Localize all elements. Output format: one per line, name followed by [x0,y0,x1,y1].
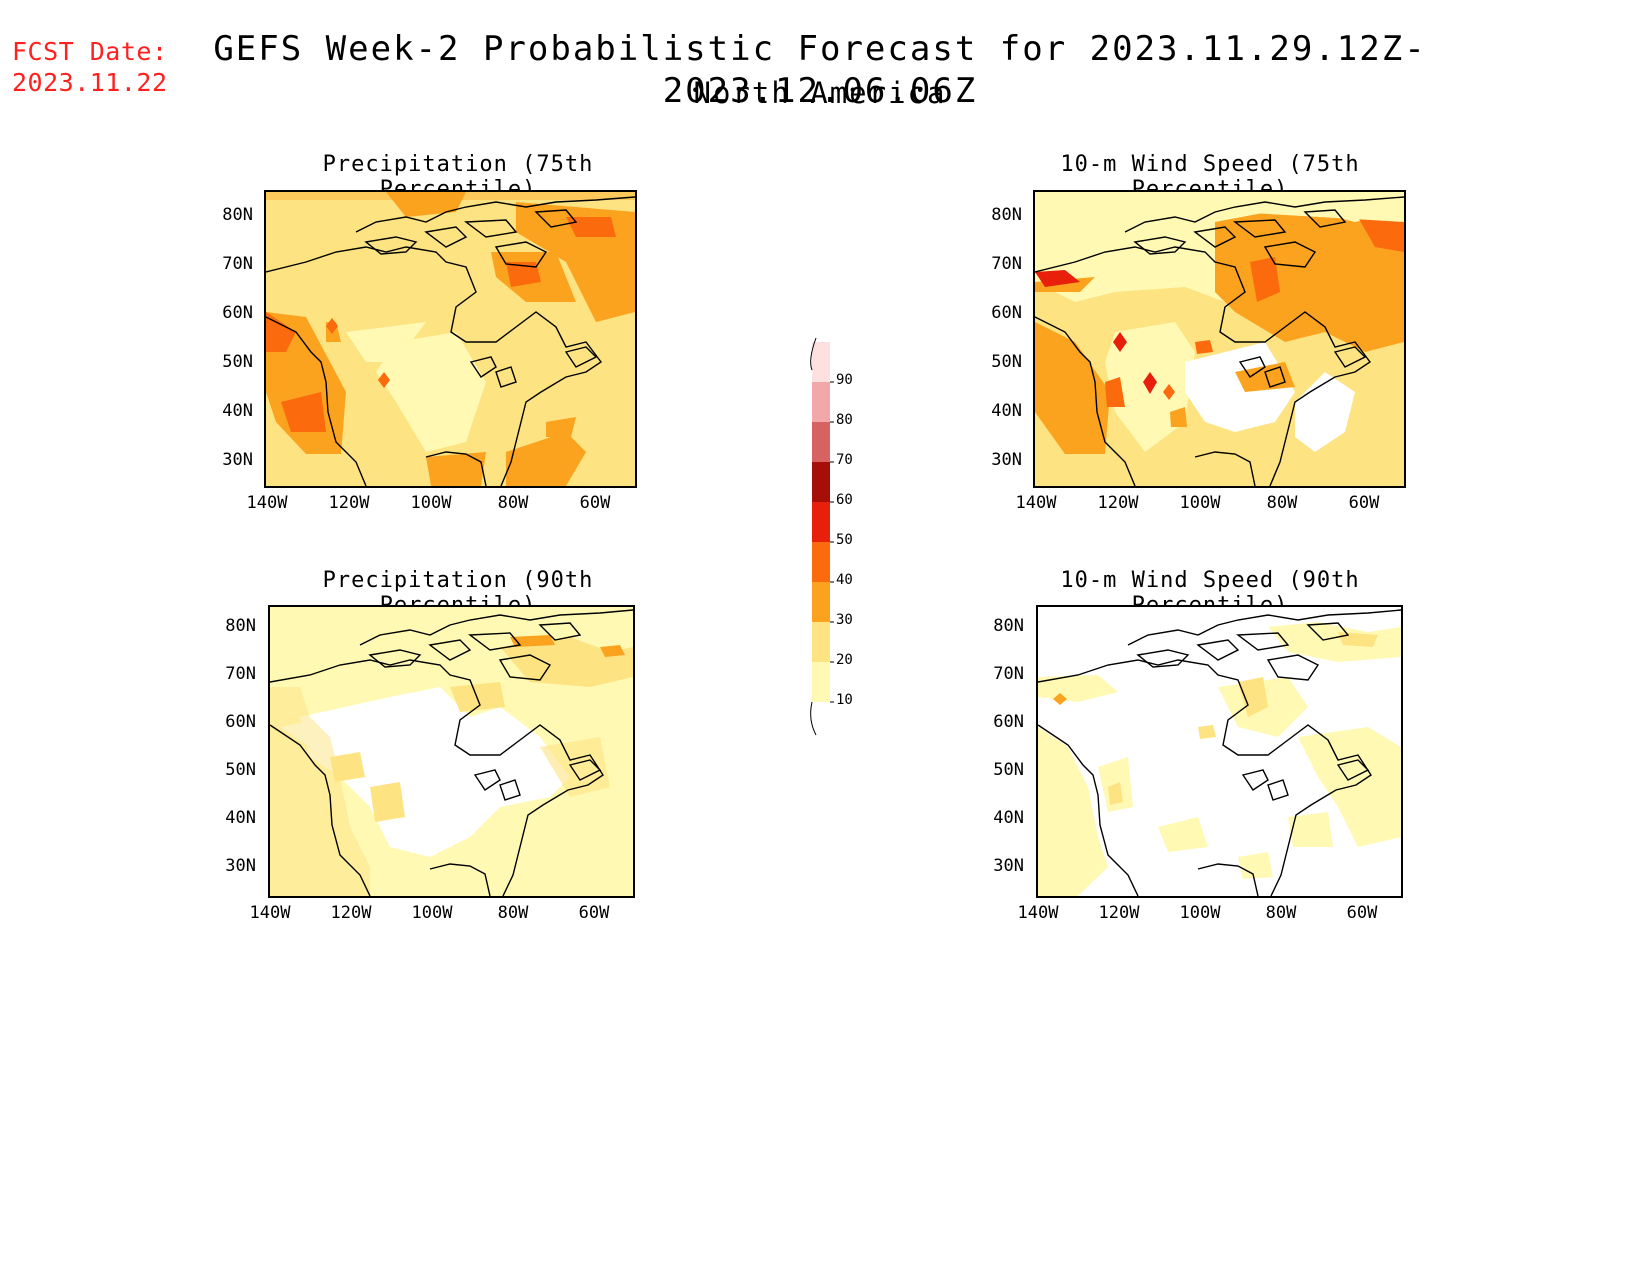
colorbar-swatch [812,582,830,622]
lon-label: 60W [1348,493,1380,513]
colorbar-swatch [812,662,830,702]
lat-label: 30N [222,450,253,470]
lat-label: 30N [991,450,1022,470]
lon-label: 140W [246,493,288,513]
lon-label: 60W [579,493,611,513]
lat-label: 60N [993,712,1024,732]
colorbar-legend: 10 20 30 40 50 60 70 80 90 [800,330,860,740]
map-precip-75 [264,190,637,488]
lon-label: 120W [330,903,372,923]
lat-label: 40N [222,401,253,421]
colorbar-tick-label: 60 [836,492,853,508]
lat-label: 50N [225,760,256,780]
lat-label: 40N [991,401,1022,421]
lat-label: 30N [225,856,256,876]
lon-label: 80W [1266,493,1298,513]
lon-label: 80W [1265,903,1297,923]
lat-label: 70N [225,664,256,684]
colorbar-tick-label: 20 [836,652,853,668]
map-wind-90 [1036,605,1403,898]
colorbar-swatch [812,342,830,382]
colorbar-swatch [812,462,830,502]
forecast-date-block: FCST Date: 2023.11.22 [12,36,168,98]
forecast-date-value: 2023.11.22 [12,68,168,97]
lat-label: 50N [993,760,1024,780]
lat-label: 30N [993,856,1024,876]
lat-label: 80N [222,205,253,225]
colorbar-tick-label: 10 [836,692,853,708]
lon-label: 120W [1098,903,1140,923]
lat-label: 80N [993,616,1024,636]
lon-label: 60W [1346,903,1378,923]
lat-label: 60N [225,712,256,732]
forecast-date-label: FCST Date: [12,37,168,66]
lon-label: 120W [328,493,370,513]
colorbar-tick-label: 40 [836,572,853,588]
lat-label: 70N [991,254,1022,274]
colorbar-tick-label: 90 [836,372,853,388]
lon-label: 100W [1179,903,1221,923]
lat-label: 40N [225,808,256,828]
lat-label: 60N [222,303,253,323]
colorbar-swatch [812,542,830,582]
lon-label: 80W [497,903,529,923]
colorbar-swatch [812,502,830,542]
lat-label: 80N [991,205,1022,225]
lon-label: 80W [497,493,529,513]
lon-label: 100W [411,903,453,923]
map-wind-75 [1033,190,1406,488]
lon-label: 140W [249,903,291,923]
colorbar-swatch [812,622,830,662]
colorbar-tick-label: 30 [836,612,853,628]
lon-label: 140W [1017,903,1059,923]
lat-label: 70N [993,664,1024,684]
page-subtitle: North America [693,76,947,110]
lat-label: 60N [991,303,1022,323]
lon-label: 60W [578,903,610,923]
lon-label: 100W [410,493,452,513]
lat-label: 50N [991,352,1022,372]
colorbar-swatch [812,382,830,422]
colorbar-svg: 10 20 30 40 50 60 70 80 90 [810,337,853,736]
colorbar-tick-label: 70 [836,452,853,468]
lon-label: 100W [1179,493,1221,513]
lon-label: 140W [1015,493,1057,513]
lon-label: 120W [1097,493,1139,513]
lat-label: 80N [225,616,256,636]
colorbar-tick-label: 50 [836,532,853,548]
lat-label: 40N [993,808,1024,828]
colorbar-tick-label: 80 [836,412,853,428]
page-title: GEFS Week-2 Probabilistic Forecast for 2… [213,29,1427,111]
lat-label: 50N [222,352,253,372]
lat-label: 70N [222,254,253,274]
colorbar-swatch [812,422,830,462]
map-precip-90 [268,605,635,898]
